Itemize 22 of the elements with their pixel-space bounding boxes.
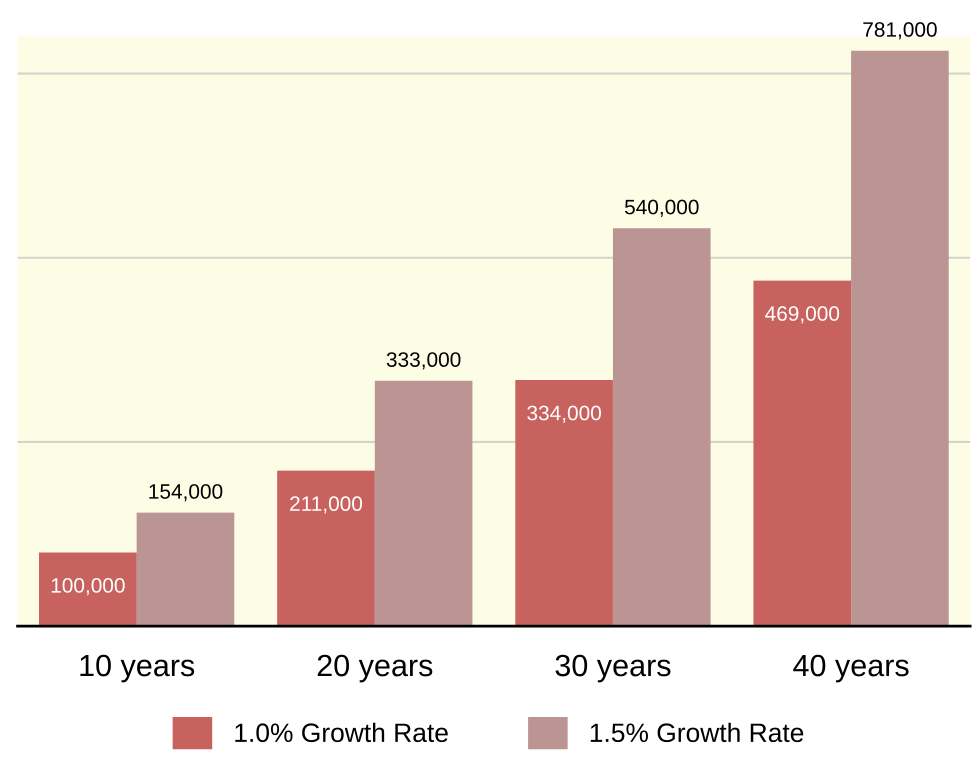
x-tick-label: 40 years xyxy=(793,654,909,682)
bar xyxy=(277,470,375,626)
data-label: 469,000 xyxy=(765,306,840,324)
bar xyxy=(136,512,234,626)
bar xyxy=(515,380,613,626)
bar xyxy=(851,50,949,626)
data-label: 781,000 xyxy=(863,22,937,40)
legend-label: 1.0% Growth Rate xyxy=(235,722,448,742)
data-label: 333,000 xyxy=(386,352,460,370)
bar xyxy=(39,552,137,626)
legend-label: 1.5% Growth Rate xyxy=(590,722,804,742)
data-label: 154,000 xyxy=(149,484,222,502)
data-label: 100,000 xyxy=(52,578,125,596)
bar xyxy=(612,228,711,626)
bar xyxy=(753,280,852,626)
data-label: 540,000 xyxy=(624,200,699,217)
x-tick-label: 30 years xyxy=(556,654,670,682)
bar xyxy=(374,380,472,626)
x-tick-label: 20 years xyxy=(318,654,432,682)
x-tick-label: 10 years xyxy=(80,654,194,682)
data-label: 211,000 xyxy=(290,496,362,514)
data-label: 334,000 xyxy=(527,406,601,423)
